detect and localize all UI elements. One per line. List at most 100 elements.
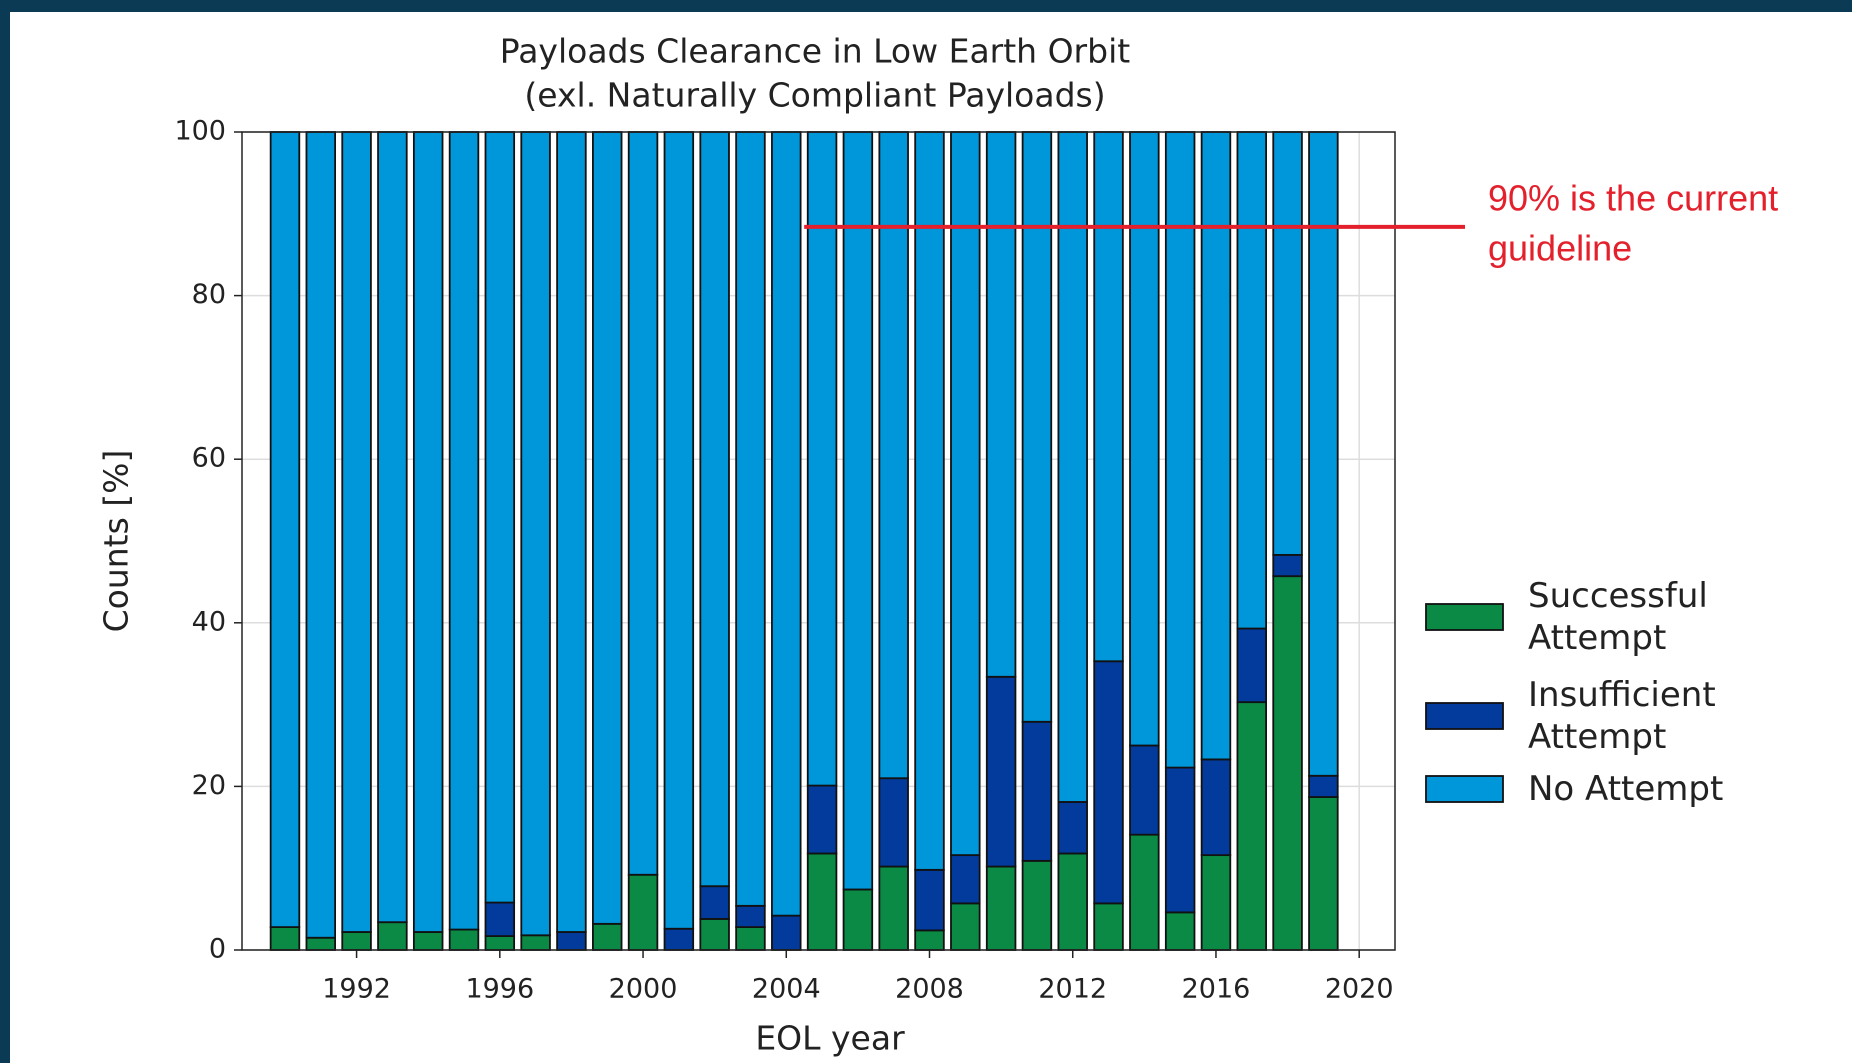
legend-swatch bbox=[1425, 603, 1504, 631]
x-axis-label: EOL year bbox=[755, 1019, 905, 1058]
bar-segment bbox=[520, 131, 551, 937]
bar-segment bbox=[1129, 744, 1160, 836]
y-tick-label: 0 bbox=[209, 934, 226, 965]
bar-segment bbox=[305, 936, 336, 951]
bar-segment bbox=[878, 865, 909, 951]
bar-segment bbox=[520, 934, 551, 951]
bar-segment bbox=[985, 865, 1017, 951]
bar-segment bbox=[305, 131, 336, 939]
bar-segment bbox=[1021, 859, 1053, 951]
bar-segment bbox=[377, 921, 408, 951]
legend-swatch bbox=[1425, 775, 1504, 803]
bar-segment bbox=[1129, 833, 1160, 951]
bar-segment bbox=[1129, 131, 1160, 747]
bar-segment bbox=[663, 131, 695, 930]
bar-segment bbox=[771, 131, 802, 917]
y-tick-label: 40 bbox=[192, 606, 226, 637]
bar-segment bbox=[448, 928, 480, 951]
plot-frame bbox=[241, 131, 1396, 951]
x-tick-label: 1996 bbox=[465, 974, 534, 1005]
bar-segment bbox=[484, 901, 516, 937]
legend-box: Successful Attempt bbox=[1528, 557, 1828, 677]
bar-segment bbox=[1057, 801, 1088, 855]
bar-segment bbox=[1093, 660, 1124, 905]
x-tick-label: 2012 bbox=[1038, 974, 1107, 1005]
y-axis-label: Counts [%] bbox=[97, 450, 136, 633]
bar-segment bbox=[1200, 131, 1232, 761]
bar-segment bbox=[878, 131, 909, 780]
bar-segment bbox=[842, 888, 874, 951]
bar-segment bbox=[448, 131, 480, 931]
bar-segment bbox=[412, 931, 444, 951]
bar-segment bbox=[842, 131, 874, 891]
bar-segment bbox=[735, 131, 766, 907]
chart-subtitle: (exl. Naturally Compliant Payloads) bbox=[524, 76, 1105, 115]
x-tick-label: 2000 bbox=[609, 974, 678, 1005]
bar-segment bbox=[1021, 131, 1053, 723]
bar-segment bbox=[1272, 575, 1303, 951]
chart-title: Payloads Clearance in Low Earth Orbit bbox=[500, 32, 1130, 71]
bar-segment bbox=[914, 929, 945, 951]
legend-item: Insufficient Attempt bbox=[1528, 656, 1828, 776]
x-tick-label: 2008 bbox=[895, 974, 964, 1005]
bar-segment bbox=[1236, 131, 1267, 630]
bar-segment bbox=[699, 918, 730, 951]
bar-segment bbox=[1236, 701, 1267, 951]
legend-swatch bbox=[1425, 702, 1504, 730]
legend-box: Insufficient Attempt bbox=[1528, 656, 1828, 776]
bar-segment bbox=[1308, 131, 1339, 777]
bar-segment bbox=[663, 927, 695, 951]
bar-segment bbox=[1093, 131, 1124, 663]
bar-segment bbox=[377, 131, 408, 924]
bar-segment bbox=[950, 902, 981, 951]
bar-segment bbox=[1272, 131, 1303, 556]
y-tick-label: 20 bbox=[192, 770, 226, 801]
bar-segment bbox=[699, 131, 730, 888]
bar-segment bbox=[806, 784, 838, 855]
legend-label: No Attempt bbox=[1528, 769, 1724, 809]
bar-segment bbox=[1200, 854, 1232, 951]
bar-segment bbox=[1164, 911, 1196, 951]
bar-segment bbox=[1057, 131, 1088, 803]
bar-segment bbox=[592, 131, 623, 925]
bar-segment bbox=[627, 873, 659, 951]
bar-segment bbox=[914, 131, 945, 871]
bar-segment bbox=[985, 131, 1017, 678]
annotation-text: 90% is the current bbox=[1488, 178, 1778, 219]
x-tick-label: 2020 bbox=[1325, 974, 1394, 1005]
bar-segment bbox=[1057, 852, 1088, 951]
bar-segment bbox=[806, 131, 838, 787]
bar-segment bbox=[341, 131, 372, 933]
bar-segment bbox=[556, 131, 587, 933]
bar-segment bbox=[1272, 554, 1303, 578]
x-tick-label: 2016 bbox=[1182, 974, 1251, 1005]
bar-segment bbox=[627, 131, 659, 876]
bar-segment bbox=[269, 131, 301, 928]
bar-segment bbox=[484, 935, 516, 951]
legend-item: No Attempt bbox=[1528, 769, 1724, 809]
bar-segment bbox=[1308, 774, 1339, 798]
bar-segment bbox=[1236, 627, 1267, 704]
bar-segment bbox=[735, 904, 766, 928]
x-tick-label: 1992 bbox=[322, 974, 391, 1005]
bar-segment bbox=[985, 675, 1017, 868]
bar-segment bbox=[1093, 902, 1124, 951]
y-tick-label: 60 bbox=[192, 443, 226, 474]
bar-segment bbox=[950, 131, 981, 857]
bar-segment bbox=[771, 914, 802, 951]
bar-segment bbox=[1308, 796, 1339, 951]
bar-segment bbox=[412, 131, 444, 933]
bar-segment bbox=[1164, 766, 1196, 914]
legend-label: Insufficient Attempt bbox=[1528, 675, 1716, 757]
bar-segment bbox=[914, 868, 945, 932]
legend-label: Successful Attempt bbox=[1528, 576, 1708, 658]
bar-segment bbox=[1021, 720, 1053, 862]
bar-segment bbox=[269, 926, 301, 951]
bar-segment bbox=[806, 852, 838, 951]
bar-segment bbox=[735, 926, 766, 951]
y-tick-label: 80 bbox=[192, 279, 226, 310]
y-tick-label: 100 bbox=[174, 116, 226, 147]
bar-segment bbox=[950, 854, 981, 905]
bar-segment bbox=[1200, 758, 1232, 857]
